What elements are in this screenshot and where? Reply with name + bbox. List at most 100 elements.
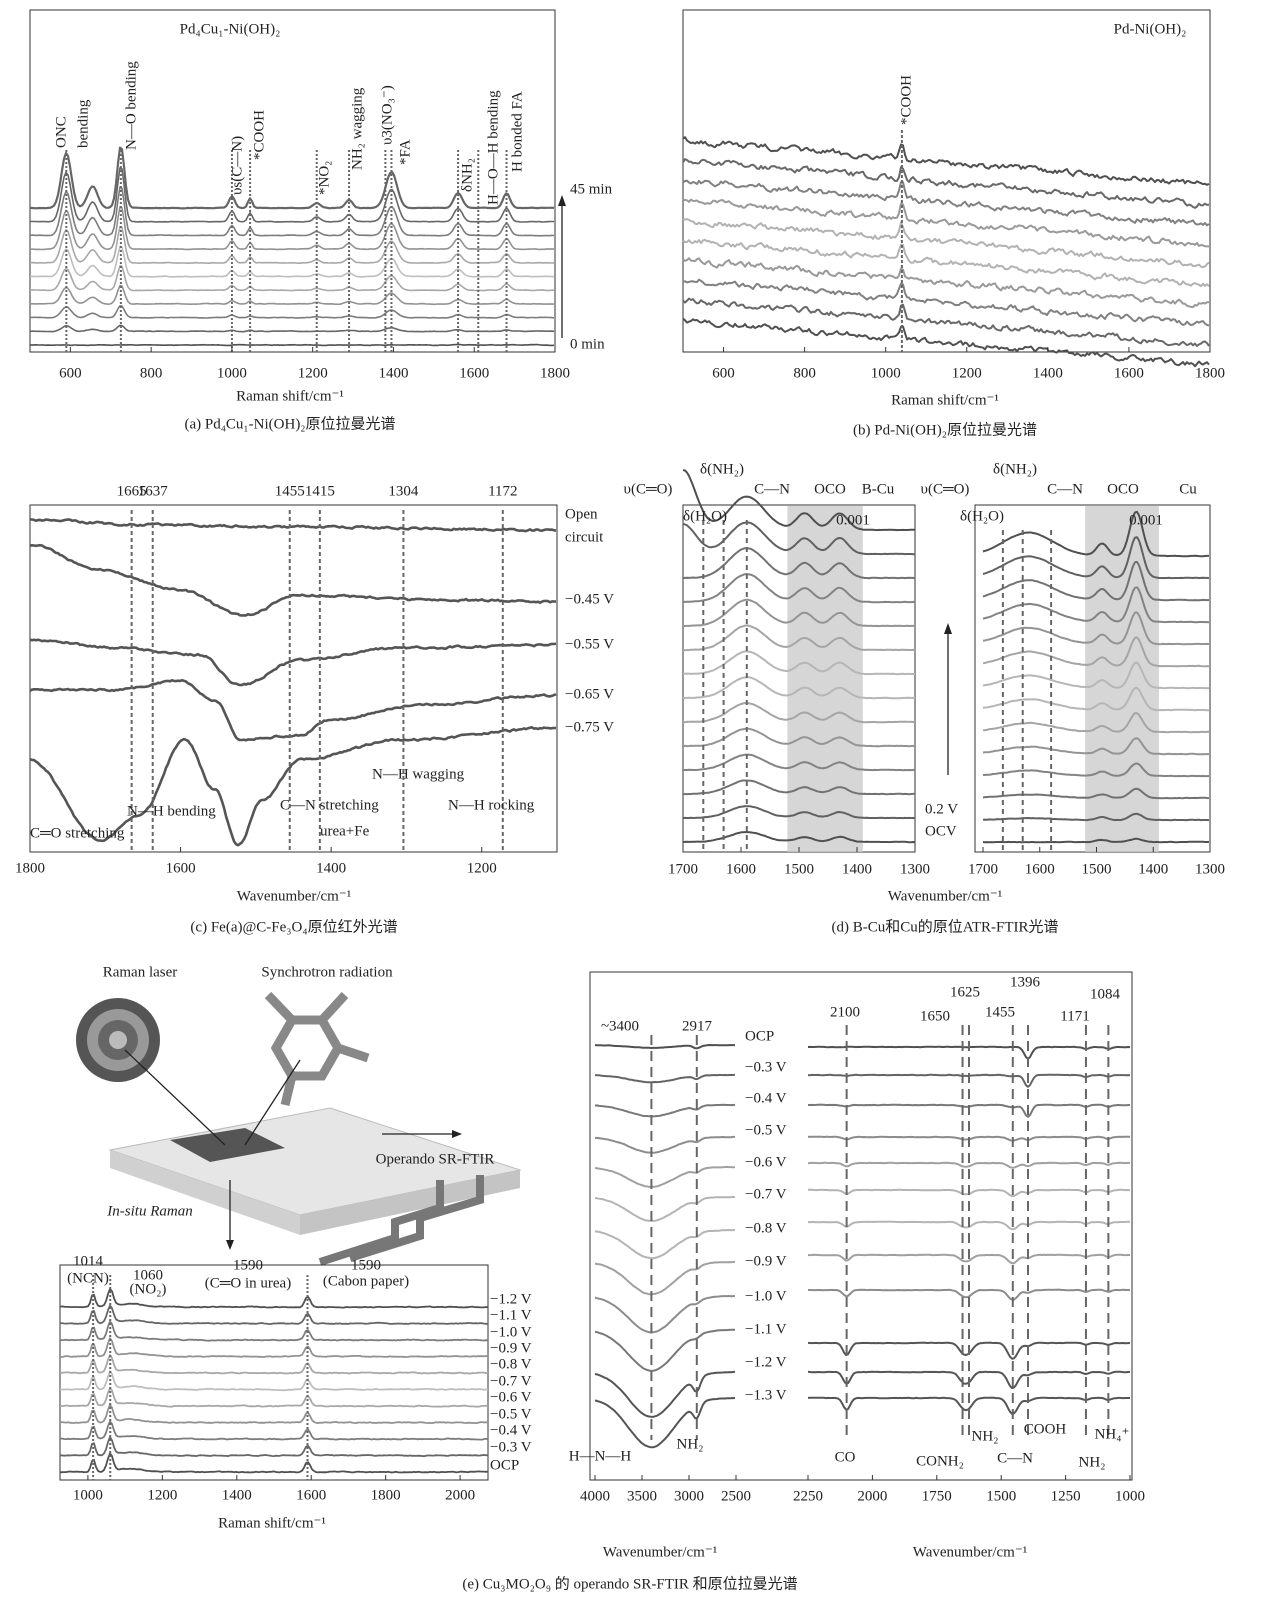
diagram-label: Synchrotron radiation xyxy=(261,964,393,980)
level-label: −0.7 V xyxy=(745,1186,787,1202)
peak-label: 1396 xyxy=(1010,974,1041,990)
annotation: δ(H₂O) xyxy=(960,508,1004,524)
peak-label: 1304 xyxy=(388,483,419,499)
caption: (e) Cu₃MO₂O₉ 的 operando SR-FTIR 和原位拉曼光谱 xyxy=(462,1575,797,1592)
x-tick-label: 1800 xyxy=(540,365,570,381)
annotation: B-Cu xyxy=(862,481,895,497)
x-tick-label: 2000 xyxy=(857,1488,887,1504)
x-tick-label: 3500 xyxy=(627,1488,657,1504)
x-tick-label: 1400 xyxy=(1033,365,1063,381)
x-tick-label: 1000 xyxy=(217,365,247,381)
spectrum xyxy=(683,258,1209,307)
annotation: urea+Fe xyxy=(320,823,370,839)
annotation: (NO₂) xyxy=(130,1281,167,1297)
level-label: OCV xyxy=(925,823,957,839)
x-tick-label: 1800 xyxy=(15,860,45,876)
level-label: −0.4 V xyxy=(490,1422,532,1438)
peak-label: 1625 xyxy=(950,984,980,1000)
peak-label: 2100 xyxy=(830,1004,860,1020)
level-label: −0.7 V xyxy=(490,1373,532,1389)
annotation: C—N xyxy=(754,481,790,497)
spectrum xyxy=(30,680,556,740)
spectrum xyxy=(60,1388,488,1406)
level-label: 0.2 V xyxy=(925,801,958,817)
annotation: C—N xyxy=(997,1450,1033,1466)
spectrum xyxy=(30,519,556,531)
shaded-band xyxy=(787,506,862,852)
annotation: CONH₂ xyxy=(916,1453,964,1469)
x-tick-label: 1600 xyxy=(166,860,196,876)
peak-label: 1172 xyxy=(488,483,517,499)
x-tick-label: 1600 xyxy=(1025,861,1055,877)
x-tick-label: 800 xyxy=(140,365,163,381)
x-tick-label: 1000 xyxy=(1115,1488,1145,1504)
level-label: −0.6 V xyxy=(745,1154,787,1170)
level-label: −1.1 V xyxy=(745,1321,787,1337)
level-label: −1.0 V xyxy=(490,1324,532,1340)
peak-label: 2917 xyxy=(682,1018,713,1034)
spectrum xyxy=(683,319,1209,367)
annotation: C═O stretching xyxy=(30,825,125,841)
peak-label: 1415 xyxy=(305,483,335,499)
x-axis-label: Wavenumber/cm⁻¹ xyxy=(603,1544,718,1560)
annotation: *COOH xyxy=(898,75,914,125)
spectrum xyxy=(60,1437,488,1456)
spectrum xyxy=(30,187,554,236)
spectrum xyxy=(60,1405,488,1423)
spectrum xyxy=(595,1296,735,1333)
spectrum xyxy=(60,1371,488,1390)
level-label: −0.6 V xyxy=(490,1389,532,1405)
spectrum xyxy=(595,1197,735,1221)
spectrum xyxy=(30,266,554,291)
peak-label: 1455 xyxy=(275,483,305,499)
annotation: C—N stretching xyxy=(280,797,379,813)
spectrum xyxy=(60,1322,488,1341)
x-tick-label: 1400 xyxy=(1138,861,1168,877)
annotation: δ(NH₂) xyxy=(700,461,744,477)
spectrum xyxy=(30,325,554,331)
annotation: OCO xyxy=(814,481,846,497)
level-label: OCP xyxy=(490,1457,519,1473)
peak-label: ~3400 xyxy=(601,1018,639,1034)
annotation: H—N—H xyxy=(569,1448,632,1464)
level-label: −0.65 V xyxy=(565,686,614,702)
level-label: −0.45 V xyxy=(565,591,614,607)
x-tick-label: 1600 xyxy=(296,1487,326,1503)
annotation: υs(C—N) xyxy=(229,136,245,195)
annotation: (Cabon paper) xyxy=(323,1273,409,1289)
x-tick-label: 1300 xyxy=(900,861,930,877)
x-tick-label: 1400 xyxy=(316,860,346,876)
level-label: −1.2 V xyxy=(490,1291,532,1307)
plot-frame xyxy=(30,10,555,352)
x-tick-label: 1800 xyxy=(371,1487,401,1503)
x-tick-label: 2250 xyxy=(793,1488,823,1504)
annotation: Open xyxy=(565,506,598,522)
spectrum xyxy=(595,1372,735,1417)
annotation: *FA xyxy=(397,139,413,165)
annotation: CO xyxy=(835,1449,856,1465)
x-tick-label: 1750 xyxy=(922,1488,952,1504)
x-tick-label: 2000 xyxy=(445,1487,475,1503)
peak-label: 1014 xyxy=(73,1253,104,1269)
annotation: υ3(NO₃⁻) xyxy=(379,85,395,145)
annotation: NH₂ wagging xyxy=(349,87,365,170)
spectrum xyxy=(595,1167,735,1187)
annotation: C—N xyxy=(1047,481,1083,497)
caption: (c) Fe(a)@C-Fe₃O₄原位红外光谱 xyxy=(190,918,397,935)
peak-label: 1590 xyxy=(351,1257,381,1273)
x-tick-label: 1200 xyxy=(467,860,497,876)
level-label: OCP xyxy=(745,1028,774,1044)
annotation: N—O bending xyxy=(123,61,139,150)
x-tick-label: 1000 xyxy=(73,1487,103,1503)
x-tick-label: 1600 xyxy=(1114,365,1144,381)
spectrum xyxy=(30,247,554,277)
spectrum xyxy=(595,1330,735,1371)
peak-label: 1171 xyxy=(1060,1008,1089,1024)
spectrum xyxy=(683,280,1209,326)
spectrum xyxy=(683,181,1209,226)
x-tick-label: 1800 xyxy=(1195,365,1225,381)
level-label: −0.8 V xyxy=(490,1356,532,1372)
x-tick-label: 1700 xyxy=(968,861,998,877)
spectrum xyxy=(808,1163,1130,1168)
annotation: (NCN) xyxy=(67,1270,109,1286)
